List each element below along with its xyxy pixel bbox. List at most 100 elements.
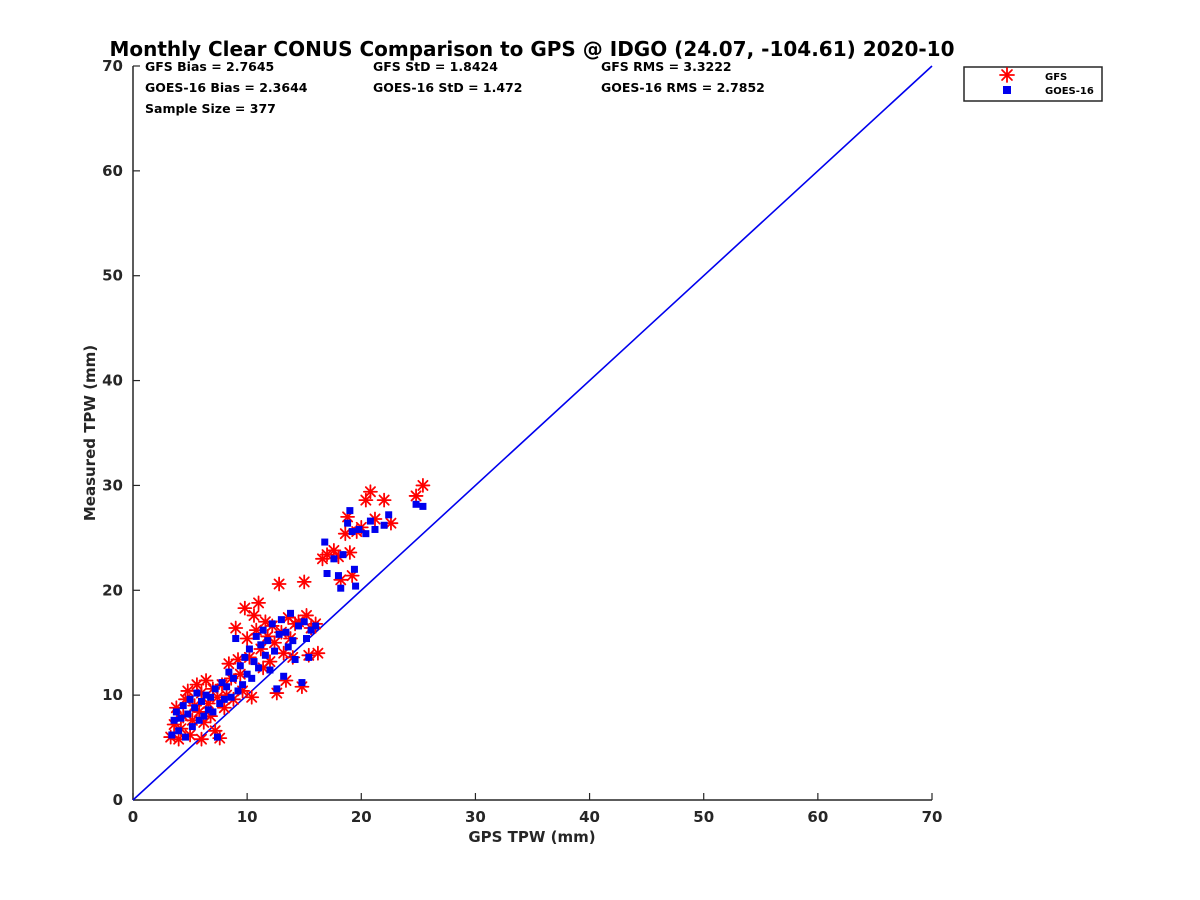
goes16-point — [204, 706, 212, 714]
goes16-point — [362, 530, 370, 538]
sample-size-stat: Sample Size = 377 — [145, 101, 276, 116]
goes16-point — [419, 502, 427, 510]
gfs-point — [228, 620, 244, 636]
goes16-bias-stat: GOES-16 Bias = 2.3644 — [145, 80, 308, 95]
goes16-point — [268, 620, 276, 628]
goes16-point — [280, 672, 288, 680]
goes16-point — [321, 538, 329, 546]
goes16-point — [266, 666, 274, 674]
y-tick-label: 0 — [113, 791, 123, 809]
legend-goes16-marker — [1003, 86, 1011, 94]
gfs-point — [376, 492, 392, 508]
goes16-point — [305, 653, 313, 661]
goes16-point — [177, 714, 185, 722]
gfs-point — [271, 576, 287, 592]
legend-goes16-label: GOES-16 — [1045, 86, 1094, 97]
y-tick-label: 20 — [102, 581, 123, 599]
goes16-point — [202, 691, 210, 699]
goes16-point — [227, 693, 235, 701]
gfs-point — [251, 595, 266, 611]
goes16-point — [412, 500, 420, 508]
goes16-point — [339, 551, 347, 559]
gfs-point — [180, 683, 196, 699]
gfs-point — [296, 574, 312, 590]
goes16-point — [175, 727, 183, 735]
goes16-point — [218, 679, 226, 687]
gfs-point — [342, 545, 358, 560]
goes16-point — [220, 695, 228, 703]
gfs-point — [415, 478, 431, 493]
goes16-point — [371, 525, 379, 533]
gfs-point — [319, 547, 335, 563]
goes16-point — [213, 733, 221, 741]
goes16-point — [284, 643, 292, 651]
gfs-rms-stat: GFS RMS = 3.3222 — [601, 59, 732, 74]
goes16-point — [186, 695, 194, 703]
gfs-point — [237, 600, 253, 616]
x-tick-label: 30 — [465, 808, 486, 826]
y-tick-label: 70 — [102, 57, 123, 75]
goes16-point — [243, 670, 251, 678]
plot-area: 0 10 20 30 40 50 60 70 0 10 20 30 40 50 60 70 — [102, 57, 942, 826]
goes16-point — [229, 674, 237, 682]
y-tick-label: 50 — [102, 267, 123, 285]
x-tick-label: 0 — [128, 808, 138, 826]
goes16-rms-stat: GOES-16 RMS = 2.7852 — [601, 80, 765, 95]
goes16-series — [168, 500, 427, 741]
legend-box — [963, 66, 1103, 102]
goes16-point — [250, 658, 258, 666]
goes16-point — [295, 622, 303, 630]
gfs-point — [246, 608, 262, 623]
goes16-point — [287, 609, 295, 617]
goes16-point — [273, 685, 281, 693]
goes16-point — [289, 637, 297, 645]
statistics-block: GFS Bias = 2.7645 GFS StD = 1.8424 GFS R… — [145, 59, 765, 116]
y-tick-label: 40 — [102, 372, 123, 390]
goes16-point — [252, 632, 260, 640]
goes16-point — [241, 653, 249, 661]
goes16-point — [191, 704, 199, 712]
goes16-point — [255, 664, 263, 672]
goes16-point — [207, 693, 215, 701]
goes16-point — [352, 582, 360, 590]
y-tick-label: 30 — [102, 476, 123, 494]
gfs-std-stat: GFS StD = 1.8424 — [373, 59, 498, 74]
goes16-point — [170, 716, 178, 724]
goes16-point — [264, 637, 272, 645]
y-axis-label: Measured TPW (mm) — [81, 345, 99, 521]
goes16-point — [337, 584, 345, 592]
goes16-point — [257, 641, 265, 649]
goes16-point — [245, 645, 253, 653]
goes16-point — [200, 712, 208, 720]
x-axis-label: GPS TPW (mm) — [468, 828, 595, 846]
gfs-point — [383, 515, 399, 531]
goes16-point — [197, 697, 205, 705]
gfs-series — [163, 478, 431, 747]
goes16-point — [232, 635, 240, 643]
axis-ticks: 0 10 20 30 40 50 60 70 0 10 20 30 40 50 60 70 — [102, 57, 942, 826]
gfs-point — [408, 488, 424, 504]
one-to-one-reference-line — [132, 65, 933, 801]
goes16-point — [346, 507, 354, 515]
gfs-point — [239, 631, 255, 646]
goes16-std-stat: GOES-16 StD = 1.472 — [373, 80, 522, 95]
x-tick-label: 70 — [922, 808, 943, 826]
goes16-point — [330, 555, 338, 563]
goes16-point — [344, 519, 352, 527]
legend-gfs-label: GFS — [1045, 72, 1067, 83]
goes16-point — [380, 521, 388, 529]
goes16-point — [282, 628, 290, 636]
gfs-point — [310, 645, 326, 661]
goes16-point — [277, 616, 285, 624]
goes16-point — [261, 651, 269, 659]
x-tick-label: 60 — [807, 808, 828, 826]
goes16-point — [236, 662, 244, 670]
goes16-point — [300, 618, 308, 626]
legend-gfs-marker — [999, 67, 1015, 83]
chart-title: Monthly Clear CONUS Comparison to GPS @ … — [109, 37, 954, 61]
goes16-point — [239, 681, 247, 689]
goes16-point — [216, 700, 224, 708]
goes16-point — [355, 525, 363, 533]
goes16-point — [334, 572, 342, 580]
